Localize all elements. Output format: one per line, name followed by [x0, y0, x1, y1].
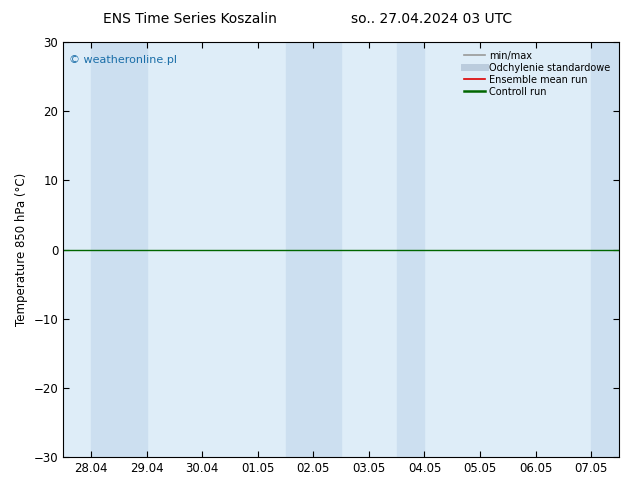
Legend: min/max, Odchylenie standardowe, Ensemble mean run, Controll run: min/max, Odchylenie standardowe, Ensembl… [460, 47, 614, 100]
Bar [119, 42, 146, 457]
Bar [397, 42, 424, 457]
Text: so.. 27.04.2024 03 UTC: so.. 27.04.2024 03 UTC [351, 12, 512, 26]
Text: © weatheronline.pl: © weatheronline.pl [68, 54, 177, 65]
Text: ENS Time Series Koszalin: ENS Time Series Koszalin [103, 12, 277, 26]
Bar [91, 42, 119, 457]
Bar [313, 42, 341, 457]
Bar [592, 42, 619, 457]
Y-axis label: Temperature 850 hPa (°C): Temperature 850 hPa (°C) [15, 173, 28, 326]
Bar [285, 42, 313, 457]
